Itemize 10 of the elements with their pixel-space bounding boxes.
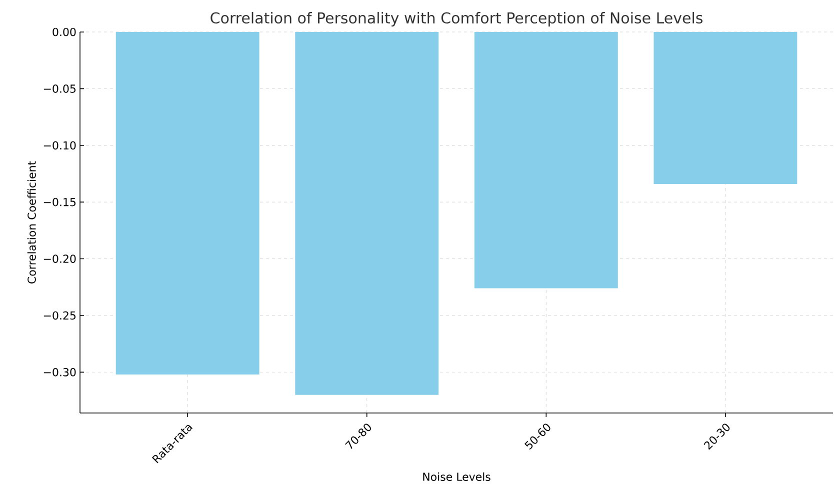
y-tick-label: −0.05 xyxy=(44,84,76,93)
y-axis-title: Correlation Coefficient xyxy=(27,161,36,284)
y-tick-label: 0.00 xyxy=(52,28,76,36)
chart-title: Correlation of Personality with Comfort Perception of Noise Levels xyxy=(210,12,702,26)
y-tick-label: −0.15 xyxy=(44,198,76,206)
x-axis-title: Noise Levels xyxy=(423,472,490,481)
y-tick-label: −0.10 xyxy=(44,141,76,150)
y-tick-label: −0.25 xyxy=(44,311,76,320)
y-tick-label: −0.20 xyxy=(44,254,76,263)
y-tick-label: −0.30 xyxy=(44,368,76,376)
